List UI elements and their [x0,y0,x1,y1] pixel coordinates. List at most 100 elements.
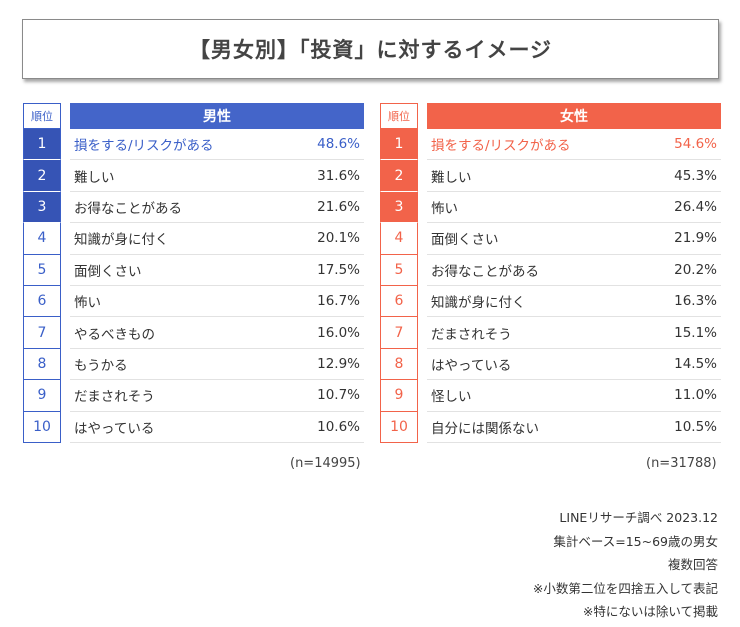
rank-cell: 5 [23,254,61,286]
rank-cell: 10 [380,411,418,443]
table-row: 1 損をする/リスクがある 54.6% [380,129,721,161]
table-row: 2 難しい 45.3% [380,160,721,192]
item-value: 54.6% [674,136,717,153]
item-label: もうかる [74,357,128,374]
rank-cell: 1 [380,129,418,161]
item-cell: 難しい 31.6% [70,160,364,192]
item-cell: 損をする/リスクがある 54.6% [427,129,721,161]
item-label: 自分には関係ない [431,420,539,437]
item-cell: 知識が身に付く 20.1% [70,223,364,255]
item-label: 難しい [431,169,472,186]
rank-cell: 3 [23,191,61,224]
table-row: 8 もうかる 12.9% [23,348,364,381]
group-header: 男性 [70,103,364,129]
item-label: 怖い [74,295,101,312]
item-value: 20.2% [674,261,717,278]
item-cell: 知識が身に付く 16.3% [427,286,721,318]
rank-cell: 9 [23,380,61,412]
item-cell: 怪しい 11.0% [427,380,721,412]
table-row: 9 怪しい 11.0% [380,380,721,412]
female-sample-size: (n=31788) [646,456,717,471]
table-row: 2 難しい 31.6% [23,160,364,192]
item-label: 難しい [74,169,115,186]
item-label: やるべきもの [74,326,155,343]
note-line: LINEリサーチ調べ 2023.12 [559,510,718,525]
item-cell: もうかる 12.9% [70,349,364,381]
item-cell: 面倒くさい 21.9% [427,223,721,255]
item-cell: だまされそう 10.7% [70,380,364,412]
item-label: はやっている [431,357,512,374]
table-header: 順位 女性 [380,103,721,129]
rank-cell: 3 [380,191,418,224]
title-box: 【男女別】「投資」に対するイメージ [22,19,719,79]
item-value: 12.9% [317,355,360,372]
item-label: 知識が身に付く [74,232,169,249]
rank-cell: 4 [23,223,61,255]
table-row: 1 損をする/リスクがある 48.6% [23,129,364,161]
item-value: 20.1% [317,230,360,247]
item-cell: 自分には関係ない 10.5% [427,412,721,443]
table-row: 3 怖い 26.4% [380,191,721,224]
item-cell: はやっている 14.5% [427,349,721,381]
item-label: だまされそう [74,389,155,406]
group-header: 女性 [427,103,721,129]
item-value: 31.6% [317,167,360,184]
item-value: 16.0% [317,324,360,341]
item-value: 48.6% [317,136,360,153]
item-cell: お得なことがある 21.6% [70,192,364,224]
note-line: ※特にないは除いて掲載 [582,604,718,619]
item-label: お得なことがある [74,200,182,217]
table-row: 4 知識が身に付く 20.1% [23,223,364,255]
rank-cell: 6 [23,285,61,318]
note-line: 集計ベース=15~69歳の男女 [553,533,718,549]
item-value: 16.7% [317,293,360,310]
male-ranking-table: 順位 男性 1 損をする/リスクがある 48.6% 2 難しい 31.6% 3 お得なことがあ… [23,103,364,443]
item-value: 10.7% [317,387,360,404]
note-line: 複数回答 [667,557,718,572]
rank-header: 順位 [23,103,61,129]
item-label: 知識が身に付く [431,295,526,312]
item-cell: 怖い 26.4% [427,192,721,224]
item-cell: お得なことがある 20.2% [427,255,721,286]
table-row: 9 だまされそう 10.7% [23,380,364,412]
table-row: 8 はやっている 14.5% [380,348,721,381]
item-cell: 損をする/リスクがある 48.6% [70,129,364,161]
table-row: 5 面倒くさい 17.5% [23,254,364,286]
source-notes: LINEリサーチ調べ 2023.12 集計ベース=15~69歳の男女 複数回答 … [533,506,718,624]
item-value: 21.9% [674,230,717,247]
item-value: 10.6% [317,418,360,435]
table-row: 3 お得なことがある 21.6% [23,191,364,224]
rank-cell: 8 [23,348,61,381]
rank-cell: 7 [380,317,418,349]
rank-cell: 2 [23,160,61,192]
rank-header: 順位 [380,103,418,129]
table-row: 10 自分には関係ない 10.5% [380,411,721,443]
item-value: 10.5% [674,418,717,435]
item-cell: やるべきもの 16.0% [70,317,364,349]
male-sample-size: (n=14995) [290,456,361,471]
table-row: 6 知識が身に付く 16.3% [380,285,721,318]
item-value: 26.4% [674,198,717,215]
item-value: 45.3% [674,167,717,184]
table-header: 順位 男性 [23,103,364,129]
item-value: 11.0% [674,387,717,404]
rank-cell: 10 [23,411,61,443]
item-cell: 面倒くさい 17.5% [70,255,364,286]
item-label: だまされそう [431,326,512,343]
item-label: お得なことがある [431,263,539,280]
note-line: ※小数第二位を四捨五入して表記 [532,580,718,596]
item-label: 損をする/リスクがある [74,138,214,155]
item-value: 14.5% [674,355,717,372]
table-row: 5 お得なことがある 20.2% [380,254,721,286]
item-value: 21.6% [317,198,360,215]
table-row: 10 はやっている 10.6% [23,411,364,443]
item-label: 怖い [431,200,458,217]
item-label: 損をする/リスクがある [431,138,571,155]
item-label: 怪しい [431,389,472,406]
page-title: 【男女別】「投資」に対するイメージ [188,38,553,62]
item-value: 17.5% [317,261,360,278]
item-cell: はやっている 10.6% [70,412,364,443]
rank-cell: 8 [380,348,418,381]
rank-cell: 1 [23,129,61,161]
item-cell: だまされそう 15.1% [427,317,721,349]
